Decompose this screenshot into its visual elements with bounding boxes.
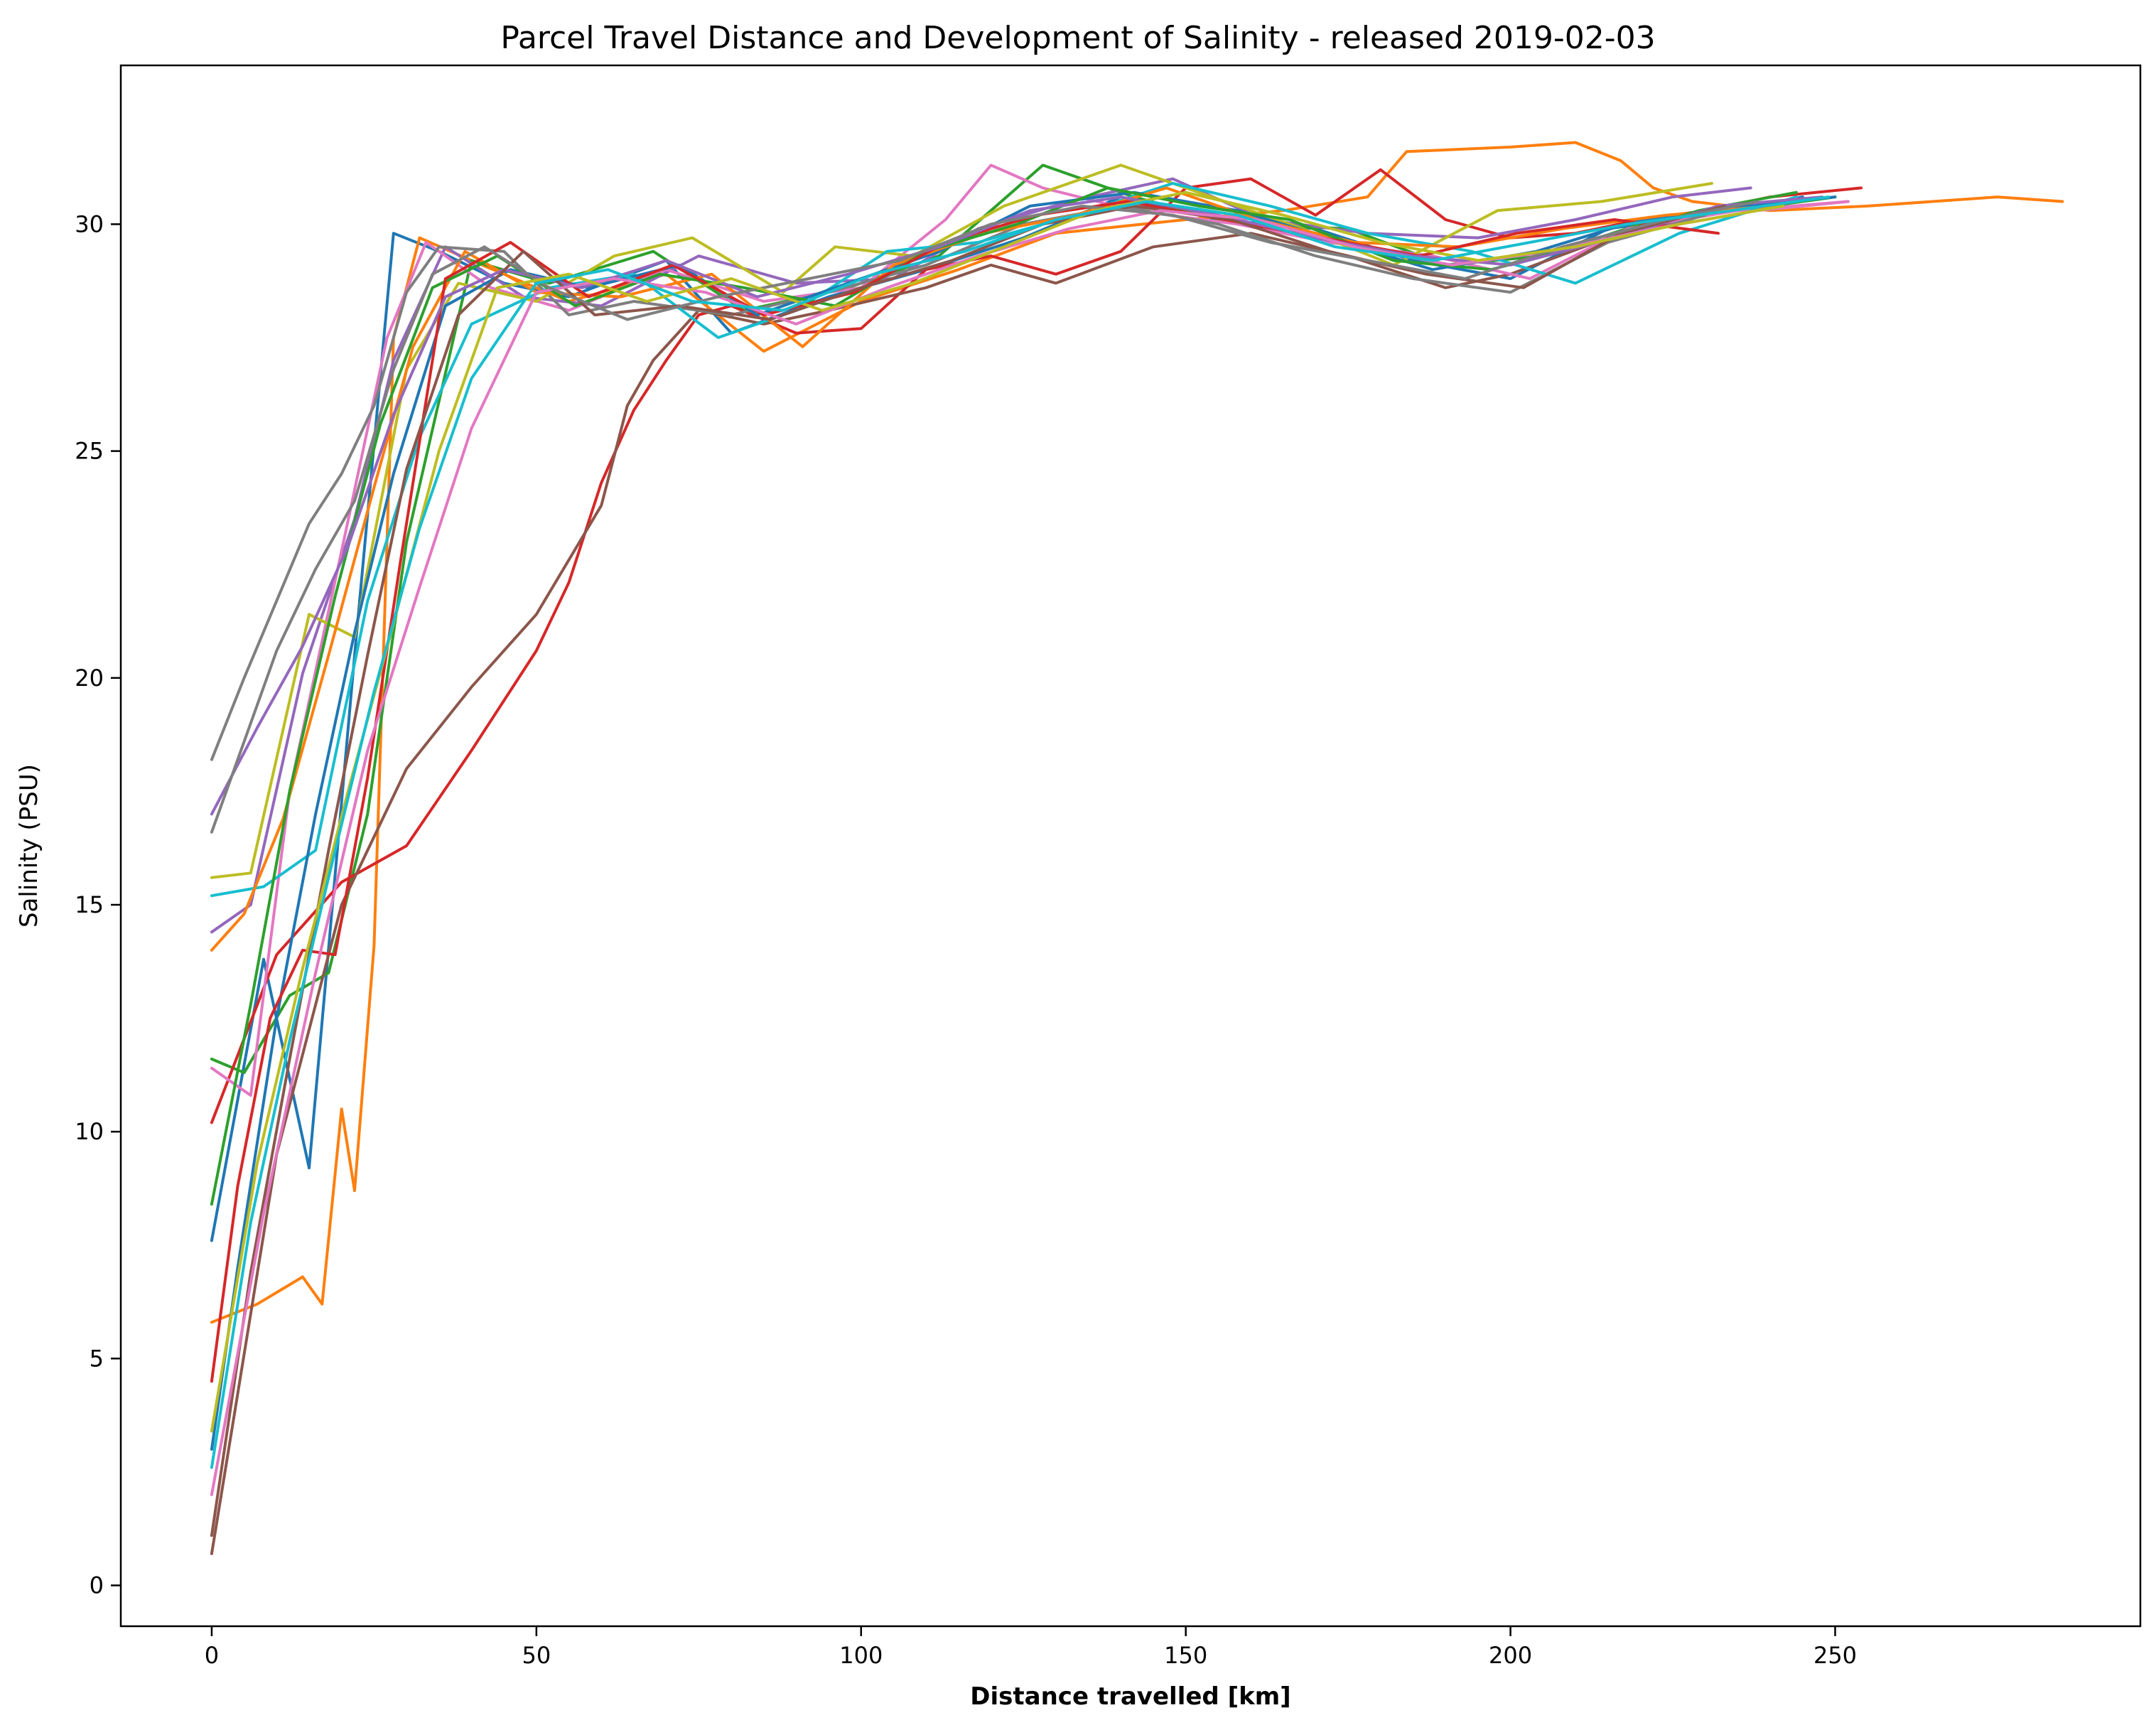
x-axis-label: Distance travelled [km] <box>970 1682 1290 1711</box>
x-tick-label: 50 <box>522 1642 551 1669</box>
series-line-20 <box>210 195 1831 1469</box>
y-tick-label: 5 <box>90 1345 104 1372</box>
series-line-17 <box>210 200 1850 1496</box>
x-tick-label: 0 <box>205 1642 219 1669</box>
y-tick-label: 30 <box>75 210 104 237</box>
series-line-18 <box>210 200 1759 834</box>
y-tick-label: 0 <box>90 1572 104 1599</box>
series-line-6 <box>210 200 1791 1555</box>
y-tick-label: 15 <box>75 891 104 918</box>
y-tick-label: 20 <box>75 665 104 692</box>
series-line-2 <box>210 141 2064 1324</box>
series-line-8 <box>210 204 1707 761</box>
plot-frame <box>119 64 2142 1628</box>
y-axis: 0 5 10 15 20 25 30 <box>75 210 121 1599</box>
x-tick-label: 250 <box>1813 1642 1857 1669</box>
x-tick-label: 150 <box>1164 1642 1207 1669</box>
series-layer <box>210 141 2064 1555</box>
series-line-11 <box>210 190 1837 1451</box>
y-tick-label: 25 <box>75 438 104 465</box>
series-line-12 <box>210 186 1772 952</box>
x-tick-label: 200 <box>1489 1642 1532 1669</box>
y-axis-label: Salinity (PSU) <box>15 764 43 928</box>
series-line-7 <box>210 163 1850 1097</box>
x-tick-label: 100 <box>839 1642 883 1669</box>
x-axis: 0 50 100 150 200 250 <box>205 1626 1857 1669</box>
series-line-10 <box>210 182 1798 898</box>
y-tick-label: 10 <box>75 1118 104 1145</box>
chart-title: Parcel Travel Distance and Development o… <box>500 20 1655 56</box>
